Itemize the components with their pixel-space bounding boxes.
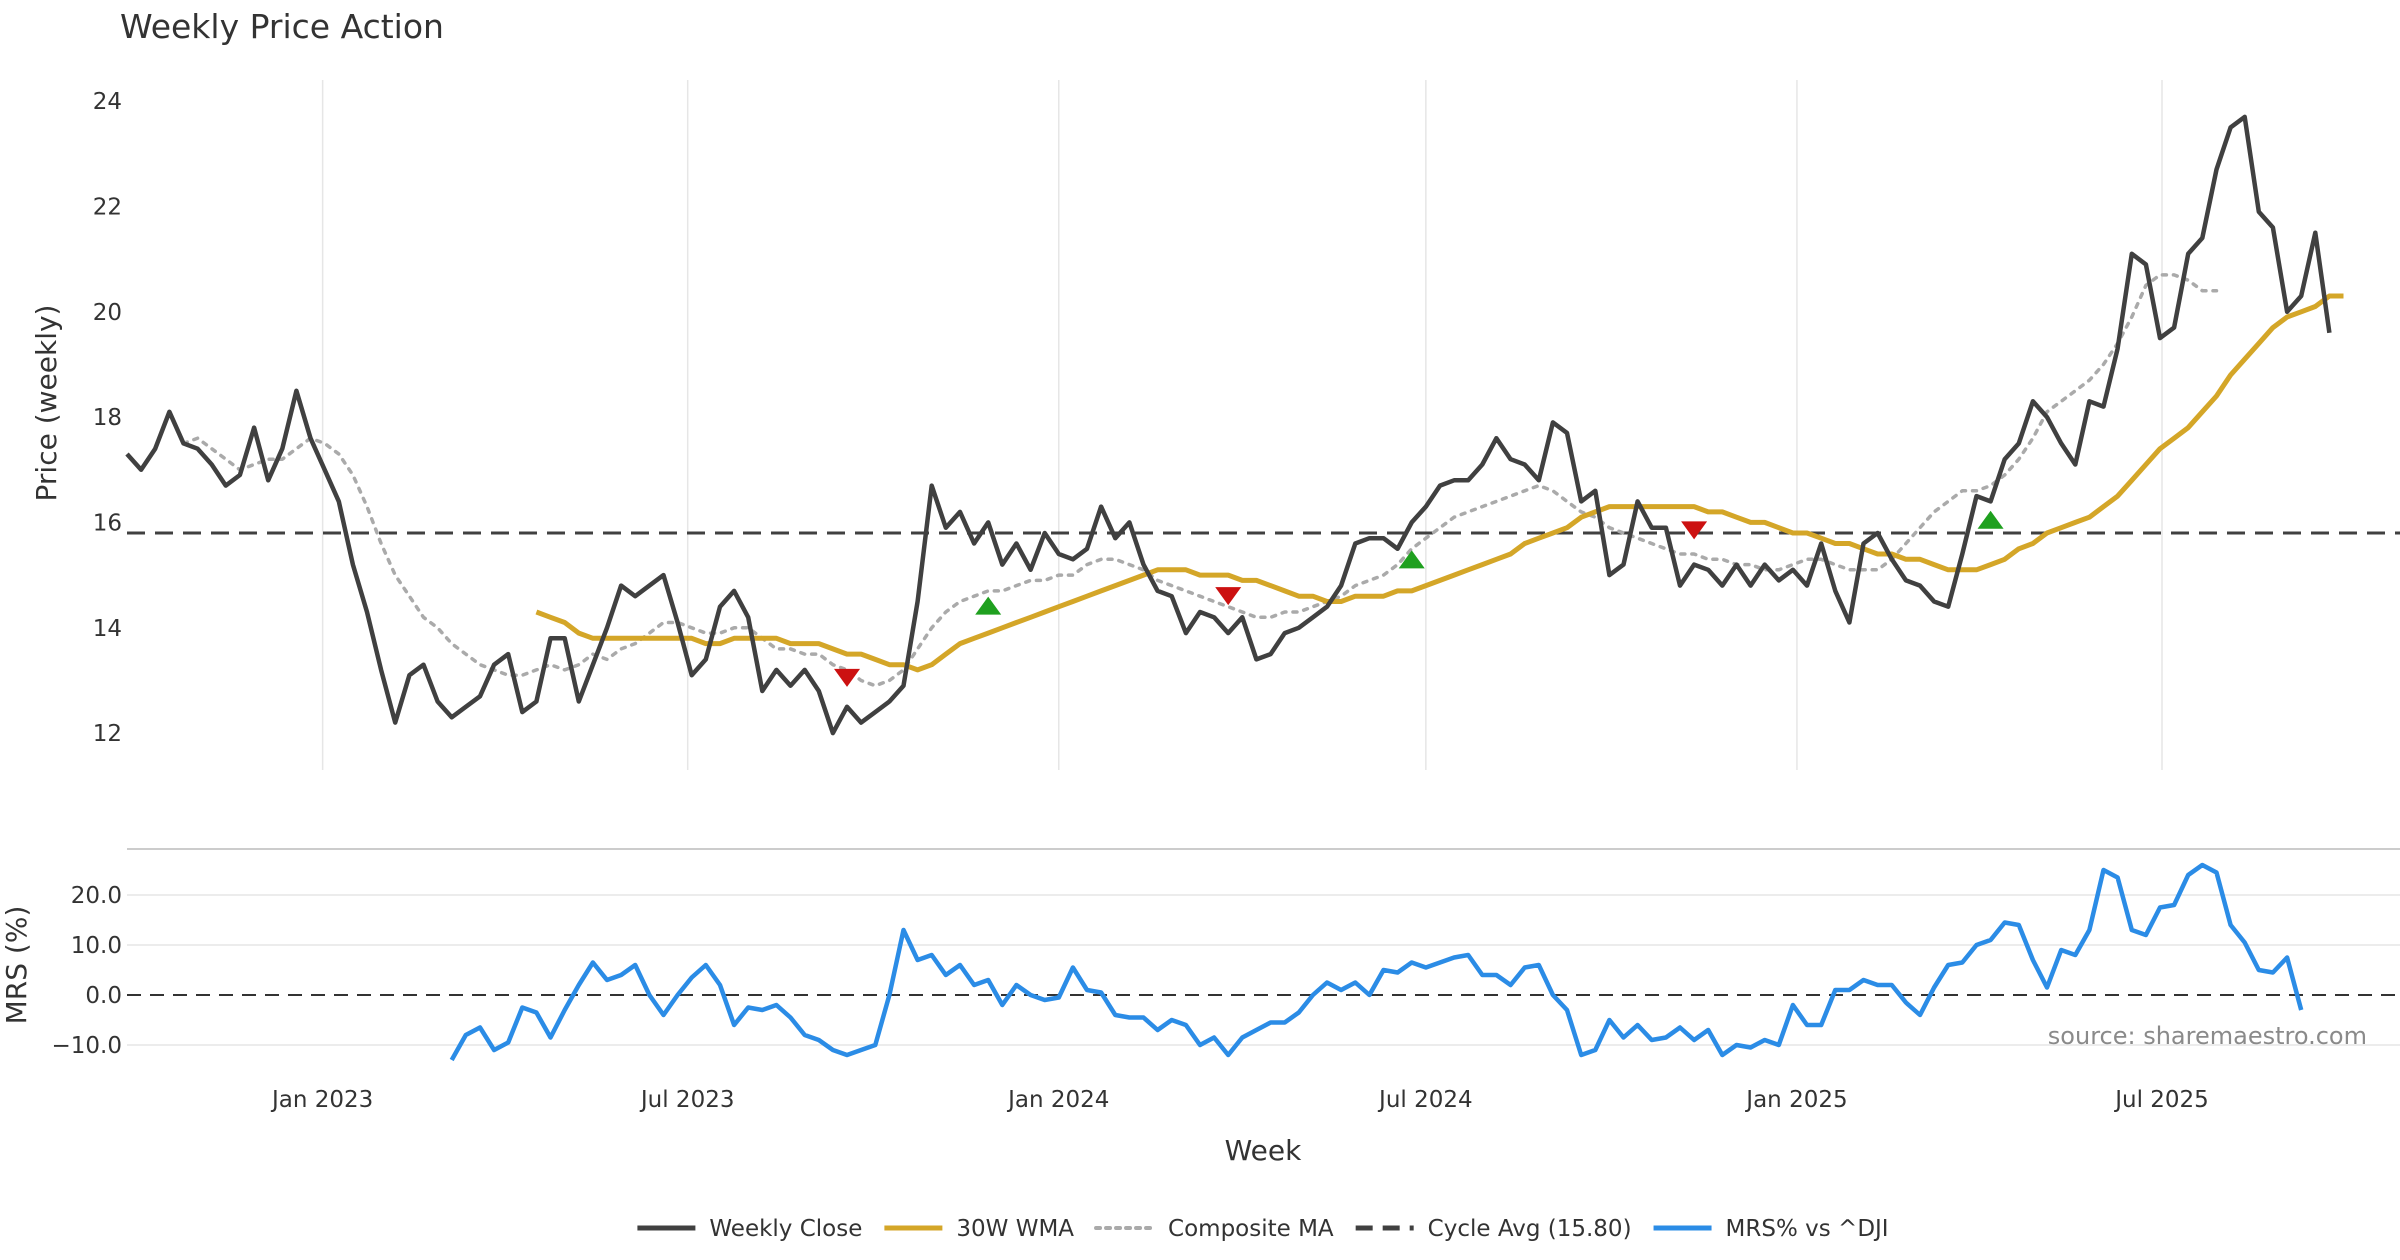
legend: Weekly Close 30W WMA Composite MA Cycle Avg… [637,1216,1889,1242]
price-series [125,114,2344,736]
x-tick-label: Jan 2024 [1006,1087,1109,1113]
x-tick-label: Jul 2025 [2113,1087,2209,1113]
source-note: source: sharemaestro.com [2048,1022,2367,1050]
price-y-tick-label: 20 [93,300,122,326]
price-y-tick-label: 14 [93,616,122,642]
price-y-tick-label: 22 [93,194,122,220]
legend-label: 30W WMA [956,1216,1074,1242]
buy-signal-marker [1977,510,2004,529]
price-y-axis-title: Price (weekly) [30,305,63,502]
series-weekly-close [125,114,2332,736]
price-y-tick-label: 16 [93,510,122,536]
price-panel: 12 14 16 18 20 22 24 Price (weekly) [30,80,2400,770]
legend-label: MRS% vs ^DJI [1726,1216,1889,1242]
mrs-y-axis-title: MRS (%) [0,906,33,1025]
price-y-tick-label: 18 [93,405,122,431]
x-tick-label: Jan 2025 [1744,1087,1847,1113]
mrs-y-ticks: −10.0 0.0 10.0 20.0 [52,883,122,1059]
legend-item-composite-ma: Composite MA [1094,1216,1334,1242]
mrs-y-tick-label: 10.0 [71,933,122,959]
price-y-tick-label: 12 [93,721,122,747]
legend-item-mrs-vs-dji: MRS% vs ^DJI [1653,1216,1889,1242]
buy-signal-marker [975,596,1002,615]
price-y-ticks: 12 14 16 18 20 22 24 [93,89,122,747]
legend-item-cycle-avg-15-80: Cycle Avg (15.80) [1355,1216,1632,1242]
series-30w-wma [535,293,2344,673]
series-composite-ma [181,273,2219,688]
legend-label: Composite MA [1168,1216,1334,1242]
legend-item-30w-wma: 30W WMA [884,1216,1074,1242]
x-tick-label: Jul 2023 [639,1087,735,1113]
x-tick-label: Jan 2023 [270,1087,373,1113]
mrs-series [449,862,2304,1062]
sell-signal-marker [1215,587,1242,606]
x-axis-ticks: Jan 2023 Jul 2023 Jan 2024 Jul 2024 Jan 2025… [270,1087,2209,1113]
mrs-y-tick-label: 0.0 [85,983,122,1009]
legend-item-weekly-close: Weekly Close [637,1216,862,1242]
mrs-y-tick-label: 20.0 [71,883,122,909]
legend-label: Cycle Avg (15.80) [1428,1216,1632,1242]
legend-label: Weekly Close [709,1216,862,1242]
x-tick-label: Jul 2024 [1377,1087,1473,1113]
chart-title: Weekly Price Action [120,7,444,46]
price-gridlines [321,80,2163,770]
mrs-y-tick-label: −10.0 [52,1033,122,1059]
signal-markers [834,510,2004,687]
sell-signal-marker [1681,521,1708,540]
buy-signal-marker [1398,550,1425,569]
mrs-panel: −10.0 0.0 10.0 20.0 MRS (%) source: sharema… [0,862,2400,1062]
x-axis-title: Week [1225,1134,1302,1167]
sell-signal-marker [834,668,861,687]
series-mrs-vs-dji [449,862,2304,1062]
price-y-tick-label: 24 [93,89,122,115]
